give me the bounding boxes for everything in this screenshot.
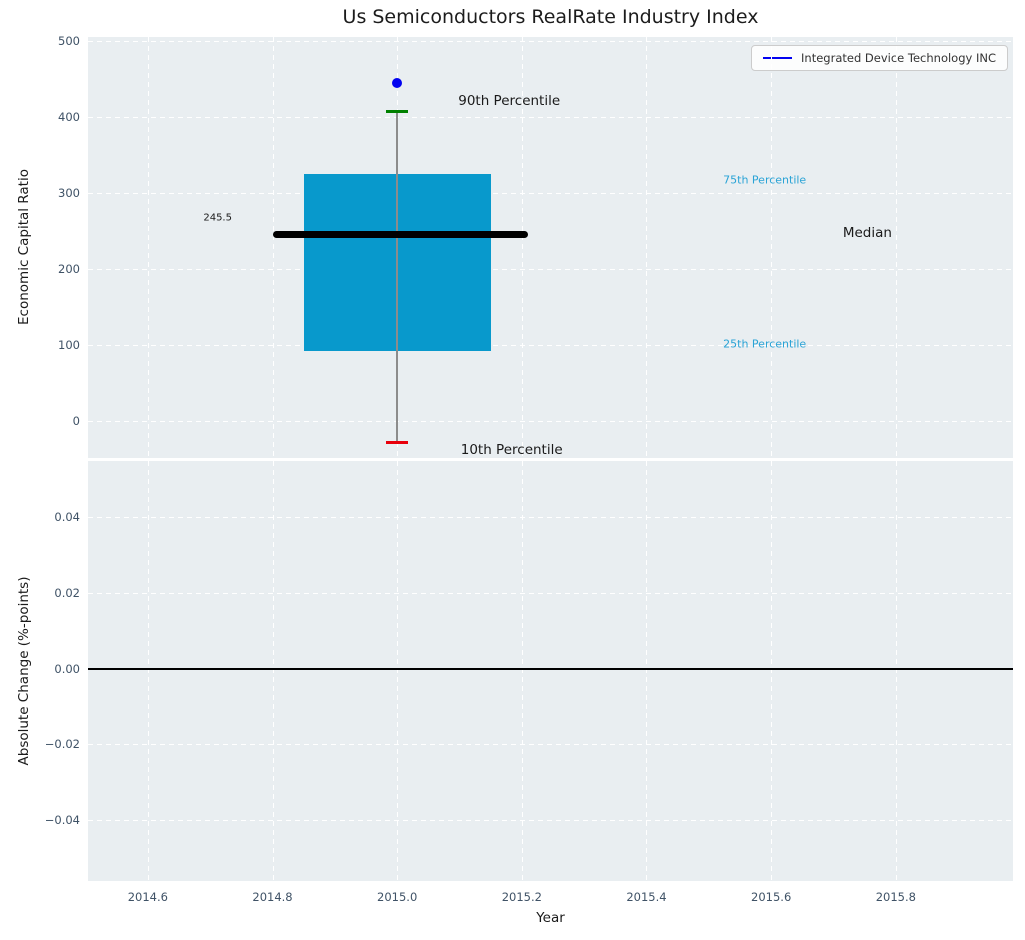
zero-line <box>88 667 1013 670</box>
annotation-90th-percentile: 90th Percentile <box>458 92 561 109</box>
x-tick-label: 2015.6 <box>751 890 792 904</box>
annotation-75th-percentile: 75th Percentile <box>723 173 807 187</box>
gridline-vertical <box>895 37 897 458</box>
y-tick-label: −0.02 <box>44 737 80 752</box>
median-line <box>272 230 529 238</box>
gridline-vertical <box>646 37 648 458</box>
gridline-vertical <box>397 461 399 881</box>
p90-cap <box>386 109 409 113</box>
annotation-median: Median <box>842 225 892 242</box>
gridline-vertical <box>521 37 523 458</box>
whisker-line <box>396 111 398 443</box>
gridline-vertical <box>895 461 897 881</box>
annotation-245-5: 245.5 <box>203 212 232 224</box>
x-tick-label: 2015.8 <box>875 890 916 904</box>
annotation-10th-percentile: 10th Percentile <box>460 442 563 459</box>
y-tick-label: 0.04 <box>54 510 80 525</box>
y-tick-label: 200 <box>58 261 80 276</box>
lower-plot-area <box>88 461 1013 881</box>
gridline-vertical <box>147 37 149 458</box>
p10-cap <box>386 441 409 445</box>
x-tick-label: 2015.4 <box>626 890 667 904</box>
gridline-horizontal <box>88 192 1013 194</box>
y-tick-label: 0.00 <box>54 661 80 676</box>
gridline-horizontal <box>88 40 1013 42</box>
x-tick-label: 2014.8 <box>252 890 293 904</box>
gridline-vertical <box>771 461 773 881</box>
gridline-horizontal <box>88 116 1013 118</box>
gridline-vertical <box>147 461 149 881</box>
x-tick-label: 2014.6 <box>127 890 168 904</box>
gridline-horizontal <box>88 268 1013 270</box>
y-tick-label: 500 <box>58 33 80 48</box>
y-tick-label: 400 <box>58 109 80 124</box>
y-tick-label: 300 <box>58 185 80 200</box>
legend: Integrated Device Technology INC <box>751 45 1008 71</box>
y-tick-label: 0.02 <box>54 585 80 600</box>
upper-plot-area: Integrated Device Technology INC 245.5 90… <box>88 37 1013 458</box>
y-tick-label: −0.04 <box>44 813 80 828</box>
gridline-vertical <box>272 461 274 881</box>
gridline-vertical <box>646 461 648 881</box>
gridline-vertical <box>771 37 773 458</box>
gridline-vertical <box>521 461 523 881</box>
gridline-vertical <box>272 37 274 458</box>
gridline-horizontal <box>88 744 1013 746</box>
gridline-horizontal <box>88 420 1013 422</box>
company-point <box>392 78 403 89</box>
legend-label: Integrated Device Technology INC <box>801 51 996 65</box>
gridline-horizontal <box>88 517 1013 519</box>
gridline-horizontal <box>88 344 1013 346</box>
y-tick-label: 0 <box>72 413 80 428</box>
annotation-25th-percentile: 25th Percentile <box>723 337 807 351</box>
x-tick-label: 2015.0 <box>377 890 418 904</box>
y-tick-label: 100 <box>58 337 80 352</box>
chart-title: Us Semiconductors RealRate Industry Inde… <box>342 6 759 28</box>
legend-line-icon <box>763 57 793 59</box>
x-tick-label: 2015.2 <box>501 890 542 904</box>
x-axis-label: Year <box>536 910 565 926</box>
gridline-horizontal <box>88 820 1013 822</box>
gridline-horizontal <box>88 592 1013 594</box>
